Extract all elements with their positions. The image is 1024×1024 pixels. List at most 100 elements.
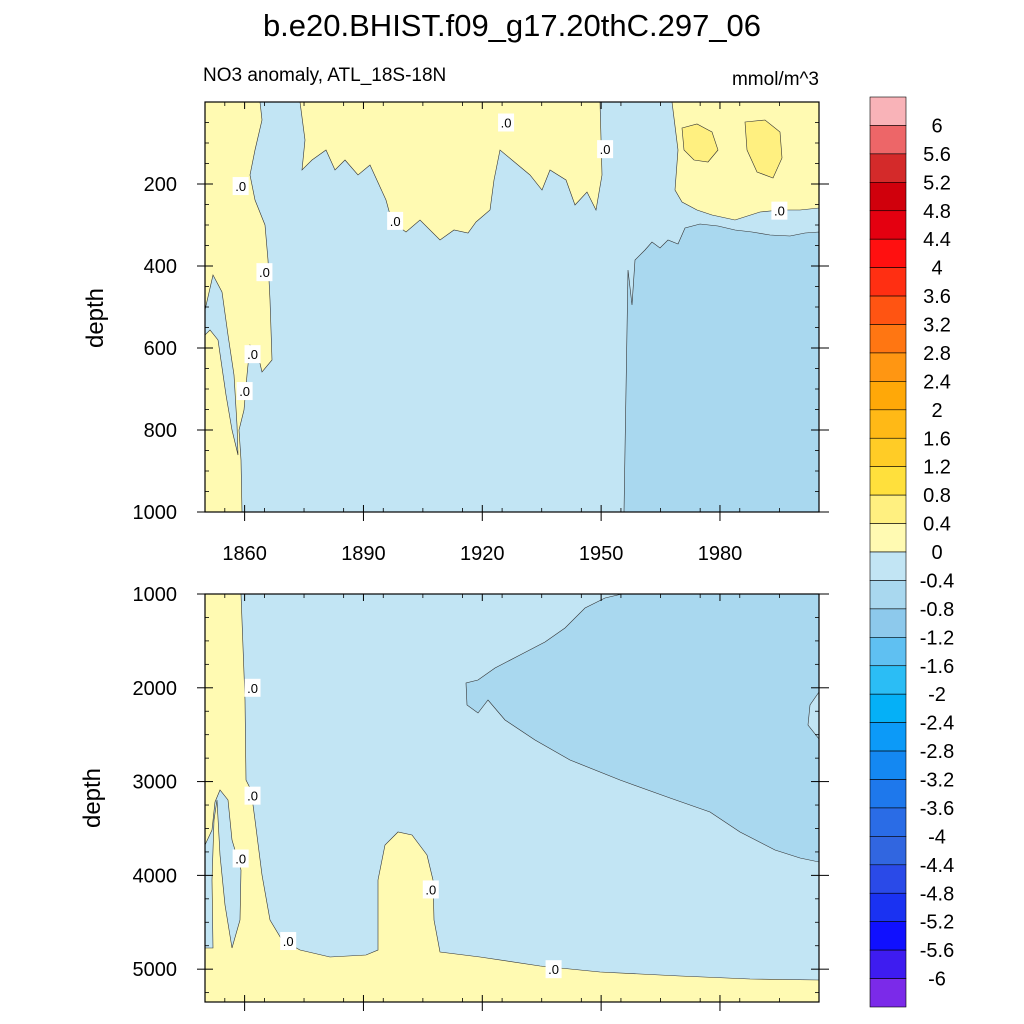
y-axis-lower: 1000 2000 3000 4000 5000 xyxy=(133,584,829,994)
y-tick-label: 1000 xyxy=(133,502,178,524)
contour-label-text: .0 xyxy=(235,851,246,866)
colorbar-swatch xyxy=(869,523,907,553)
contour-label-text: .0 xyxy=(235,179,246,194)
colorbar-swatch xyxy=(869,892,907,922)
contour-label-box xyxy=(771,201,788,220)
colorbar-swatch xyxy=(869,267,907,297)
field-yellow-right xyxy=(671,102,819,221)
y-tick-label: 200 xyxy=(144,174,177,196)
colorbar-label: 5.2 xyxy=(923,172,951,194)
colorbar-label: -0.8 xyxy=(920,599,954,621)
colorbar-swatch xyxy=(869,182,907,212)
y-tick-label: 4000 xyxy=(133,865,178,887)
x-tick-label: 1860 xyxy=(222,543,267,565)
colorbar-label: 4 xyxy=(931,258,942,280)
colorbar-swatch xyxy=(869,324,907,354)
colorbar-swatch xyxy=(869,153,907,183)
colorbar-swatch xyxy=(869,949,907,979)
colorbar-label: -1.6 xyxy=(920,656,954,678)
colorbar-swatch xyxy=(869,779,907,809)
colorbar-swatch xyxy=(869,295,907,325)
colorbar-swatch xyxy=(869,693,907,723)
units-label: mmol/m^3 xyxy=(732,69,819,90)
colorbar-label: 2.4 xyxy=(923,371,951,393)
colorbar-swatch xyxy=(869,96,907,126)
plot-frame-lower xyxy=(204,593,820,1003)
colorbar-label: 0.4 xyxy=(923,514,951,536)
colorbar-swatch xyxy=(869,437,907,467)
colorbar-swatch xyxy=(869,864,907,894)
y-tick-label: 600 xyxy=(144,338,177,360)
contour-label: .0 xyxy=(232,177,249,196)
colorbar-label: -4.4 xyxy=(920,855,954,877)
colorbar-swatch xyxy=(869,381,907,411)
chart-subtitle: NO3 anomaly, ATL_18S-18N xyxy=(203,65,446,86)
colorbar-label: -3.2 xyxy=(920,770,954,792)
contour-label-text: .0 xyxy=(239,384,250,399)
contour-label-text: .0 xyxy=(283,934,294,949)
chart-title: b.e20.BHIST.f09_g17.20thC.297_06 xyxy=(263,8,761,43)
contour-label: .0 xyxy=(244,345,261,364)
panel-lower: 1000 2000 3000 4000 5000 .0 .0 .0 .0 .0 .0 depth xyxy=(79,584,829,1011)
contour-label-text: .0 xyxy=(425,882,436,897)
colorbar-label: -2.4 xyxy=(920,713,954,735)
contour-label-box xyxy=(256,263,273,282)
colorbar-label: 1.6 xyxy=(923,428,951,450)
y-tick-label: 5000 xyxy=(133,959,178,981)
contour-label-box xyxy=(597,140,614,159)
colorbar-swatch xyxy=(869,637,907,667)
y-tick-label: 800 xyxy=(144,420,177,442)
contour-label-box xyxy=(498,113,515,132)
contour-label: .0 xyxy=(422,880,439,899)
colorbar-label: -0.4 xyxy=(920,570,954,592)
contour-label: .0 xyxy=(498,113,515,132)
y-axis-title-upper: depth xyxy=(82,288,109,348)
colorbar-label: 4.4 xyxy=(923,229,951,251)
colorbar-label: 6 xyxy=(931,115,942,137)
colorbar-swatch xyxy=(869,921,907,951)
colorbar-label: -6 xyxy=(928,969,946,991)
contour-label-text: .0 xyxy=(247,681,258,696)
contour-label-text: .0 xyxy=(600,142,611,157)
contour-label: .0 xyxy=(232,849,249,868)
colorbar-swatch xyxy=(869,551,907,581)
contour-label-text: .0 xyxy=(247,789,258,804)
contour-label-box xyxy=(545,960,562,979)
contour-label: .0 xyxy=(236,382,253,401)
contour-label-text: .0 xyxy=(548,962,559,977)
colorbar: 6 5.6 5.2 4.8 4.4 4 3.6 3.2 2.8 2.4 2 1.6 1.2 0.8 0.4 0… xyxy=(869,96,954,1008)
field-gold-patch-2 xyxy=(744,119,783,179)
contour-label-box xyxy=(244,786,261,805)
x-tick-label: 1890 xyxy=(341,543,386,565)
y-axis-title-lower: depth xyxy=(79,768,106,828)
y-axis-upper: 200 400 600 800 1000 xyxy=(133,101,829,524)
contour-label-text: .0 xyxy=(259,265,270,280)
field-yellow-left xyxy=(205,594,819,1002)
colorbar-swatch xyxy=(869,807,907,837)
y-tick-label: 2000 xyxy=(133,678,178,700)
x-tick-label: 1920 xyxy=(460,543,505,565)
field-blue-strip xyxy=(205,274,239,456)
field-mid-blue xyxy=(465,594,819,863)
colorbar-label: -1.2 xyxy=(920,627,954,649)
x-tick-label: 1950 xyxy=(579,543,624,565)
contour-label: .0 xyxy=(387,211,404,230)
contour-label: .0 xyxy=(244,678,261,697)
field-gold-patch xyxy=(681,123,719,163)
colorbar-swatch xyxy=(869,978,907,1008)
colorbar-swatch xyxy=(869,665,907,695)
contour-label-box xyxy=(244,678,261,697)
contour-label-box xyxy=(280,932,297,951)
colorbar-swatch xyxy=(869,352,907,382)
x-tick-label: 1980 xyxy=(698,543,743,565)
colorbar-label: 3.2 xyxy=(923,315,951,337)
y-tick-label: 1000 xyxy=(133,584,178,606)
contour-label-box xyxy=(236,382,253,401)
contour-label: .0 xyxy=(545,960,562,979)
colorbar-swatch xyxy=(869,836,907,866)
colorbar-label: -2.8 xyxy=(920,741,954,763)
x-axis-lower xyxy=(224,594,780,1011)
colorbar-swatch xyxy=(869,494,907,524)
colorbar-label: 0 xyxy=(931,542,942,564)
